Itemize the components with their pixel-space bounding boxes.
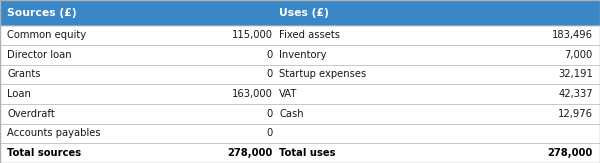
Bar [0,0,600,25]
Text: 32,191: 32,191 [558,69,593,79]
Text: 278,000: 278,000 [548,148,593,158]
Text: Grants: Grants [7,69,41,79]
Text: 0: 0 [267,128,273,139]
Text: Uses (£): Uses (£) [279,8,329,18]
Text: 0: 0 [267,109,273,119]
Text: Common equity: Common equity [7,30,86,40]
Text: Total sources: Total sources [7,148,82,158]
Text: VAT: VAT [279,89,298,99]
Text: 278,000: 278,000 [228,148,273,158]
Bar [0,104,600,124]
Bar [0,45,600,65]
Text: Startup expenses: Startup expenses [279,69,366,79]
Text: Total uses: Total uses [279,148,335,158]
Text: Cash: Cash [279,109,304,119]
Text: 7,000: 7,000 [565,50,593,60]
Bar [0,65,600,84]
Text: Director loan: Director loan [7,50,72,60]
Text: Loan: Loan [7,89,31,99]
Text: 42,337: 42,337 [558,89,593,99]
Text: 12,976: 12,976 [558,109,593,119]
Text: 0: 0 [267,69,273,79]
Text: 0: 0 [267,50,273,60]
Bar [0,25,600,45]
Text: 163,000: 163,000 [232,89,273,99]
Text: Accounts payables: Accounts payables [7,128,101,139]
Text: 115,000: 115,000 [232,30,273,40]
Text: Inventory: Inventory [279,50,326,60]
Bar [0,143,600,163]
Text: Overdraft: Overdraft [7,109,55,119]
Text: Fixed assets: Fixed assets [279,30,340,40]
Text: Sources (£): Sources (£) [7,8,77,18]
Bar [0,124,600,143]
Text: 183,496: 183,496 [552,30,593,40]
Bar [0,84,600,104]
